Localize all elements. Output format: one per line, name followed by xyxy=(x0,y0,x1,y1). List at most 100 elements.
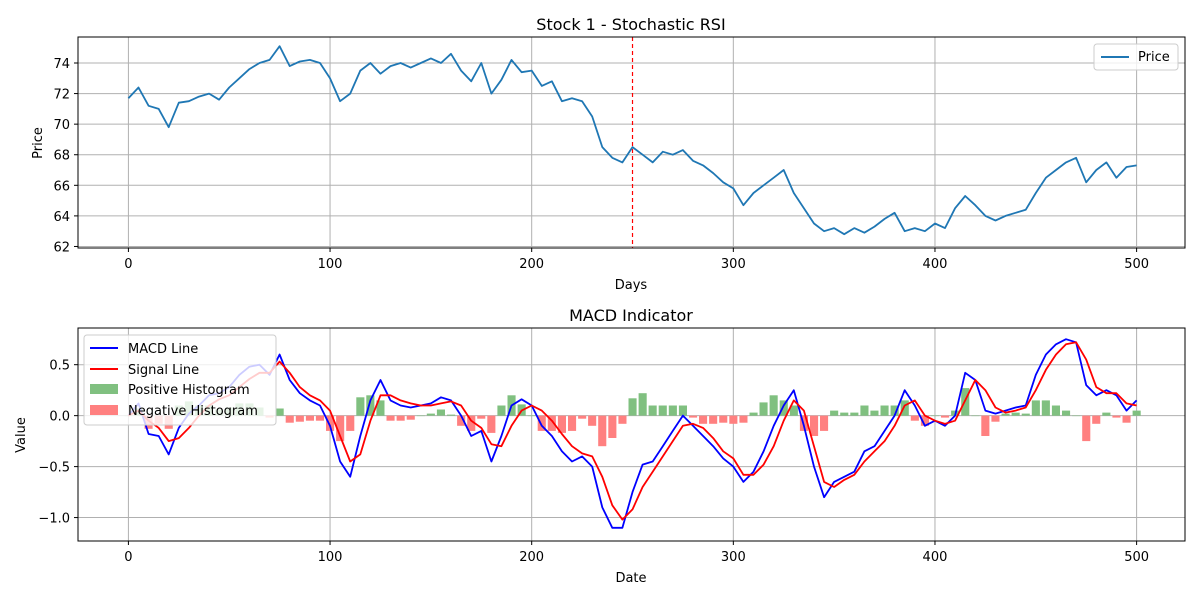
positive-histogram-bar xyxy=(658,405,667,416)
negative-histogram-bar xyxy=(336,415,345,442)
negative-histogram-bar xyxy=(285,415,294,423)
price-xtick-label: 300 xyxy=(721,257,746,272)
macd-x-label: Date xyxy=(615,571,646,586)
positive-histogram-bar xyxy=(1062,410,1071,416)
positive-histogram-bar xyxy=(840,412,849,416)
positive-histogram-bar xyxy=(1031,400,1040,416)
macd-y-label: Value xyxy=(14,417,29,453)
positive-histogram-bar xyxy=(850,412,859,416)
negative-histogram-bar xyxy=(941,415,950,418)
price-ytick-label: 70 xyxy=(53,118,70,133)
macd-xtick-label: 100 xyxy=(318,550,343,565)
negative-histogram-bar xyxy=(719,415,728,423)
positive-histogram-bar xyxy=(416,415,425,417)
positive-histogram-bar xyxy=(759,402,768,416)
price-legend: Price xyxy=(1093,43,1179,71)
macd-legend-box xyxy=(83,334,277,426)
macd-chart-title: MACD Indicator xyxy=(569,306,693,325)
negative-histogram-bar xyxy=(910,415,919,421)
positive-histogram-bar xyxy=(1041,400,1050,416)
positive-histogram-bar xyxy=(436,409,445,416)
negative-histogram-bar xyxy=(920,415,929,426)
negative-histogram-bar xyxy=(305,415,314,421)
positive-histogram-bar xyxy=(900,400,909,416)
positive-histogram-bar xyxy=(890,405,899,416)
positive-histogram-bar xyxy=(366,395,375,416)
positive-histogram-bar xyxy=(860,405,869,416)
positive-histogram-bar xyxy=(830,410,839,416)
negative-histogram-bar xyxy=(820,415,829,431)
price-ticks: 0 100 200 300 400 500 62 64 66 68 70 72 74 xyxy=(53,57,1149,272)
positive-histogram-bar xyxy=(275,408,284,416)
negative-histogram-bar xyxy=(457,415,466,426)
negative-histogram-bar xyxy=(315,415,324,421)
positive-histogram-bar xyxy=(971,415,980,417)
price-y-label: Price xyxy=(31,127,46,159)
negative-histogram-bar xyxy=(709,415,718,424)
positive-histogram-bar xyxy=(1051,405,1060,416)
negative-histogram-bar xyxy=(346,415,355,431)
macd-xtick-label: 500 xyxy=(1124,550,1149,565)
positive-histogram-bar xyxy=(1001,413,1010,416)
macd-line xyxy=(127,338,1138,529)
positive-histogram-bar xyxy=(1021,413,1030,416)
macd-legend-label-negative: Negative Histogram xyxy=(128,404,258,419)
price-xtick-label: 400 xyxy=(923,257,948,272)
macd-legend-swatch-negative xyxy=(90,405,118,415)
negative-histogram-bar xyxy=(618,415,627,424)
macd-axes-frame xyxy=(77,327,1186,542)
negative-histogram-bar xyxy=(547,415,556,431)
price-ytick-label: 64 xyxy=(53,210,70,225)
negative-histogram-bar xyxy=(1112,415,1121,418)
price-ytick-label: 62 xyxy=(53,240,70,255)
positive-histogram-bar xyxy=(447,414,456,416)
negative-histogram-bar xyxy=(467,415,476,431)
macd-axes: MACD Indicator 0 100 200 300 400 500−1.0−0.50… xyxy=(14,306,1186,586)
negative-histogram-bar xyxy=(689,415,698,418)
negative-histogram-bar xyxy=(598,415,607,447)
price-legend-box xyxy=(1093,43,1179,71)
positive-histogram-bar xyxy=(779,400,788,416)
positive-histogram-bar xyxy=(930,415,939,417)
macd-ytick-label: −0.5 xyxy=(38,461,70,476)
negative-histogram-bar xyxy=(729,415,738,424)
positive-histogram-bar xyxy=(527,415,536,417)
positive-histogram-bar xyxy=(880,405,889,416)
positive-histogram-bar xyxy=(870,410,879,416)
negative-histogram-bar xyxy=(981,415,990,436)
price-x-label: Days xyxy=(615,278,648,293)
price-xtick-label: 500 xyxy=(1124,257,1149,272)
negative-histogram-bar xyxy=(699,415,708,424)
positive-histogram-bar xyxy=(1132,410,1141,416)
positive-histogram-bar xyxy=(628,398,637,416)
negative-histogram-bar xyxy=(739,415,748,423)
positive-histogram-bar xyxy=(356,397,365,416)
macd-ytick-label: −1.0 xyxy=(38,512,70,527)
price-chart-title: Stock 1 - Stochastic RSI xyxy=(536,15,725,34)
macd-xtick-label: 200 xyxy=(519,550,544,565)
price-series-line xyxy=(127,45,1137,236)
macd-legend-label-macd: MACD Line xyxy=(128,342,198,357)
positive-histogram-bar xyxy=(497,405,506,416)
price-ytick-label: 74 xyxy=(53,57,70,72)
macd-legend-swatch-positive xyxy=(90,384,118,394)
positive-histogram-bar xyxy=(668,405,677,416)
negative-histogram-bar xyxy=(1092,415,1101,424)
positive-histogram-bar xyxy=(376,400,385,416)
macd-ticks: 0 100 200 300 400 500 −1.0 −0.5 0.0 0.5 xyxy=(38,359,1149,565)
price-ytick-label: 72 xyxy=(53,88,70,103)
negative-histogram-bar xyxy=(295,415,304,422)
macd-marks xyxy=(124,338,1141,529)
negative-histogram-bar xyxy=(477,415,486,419)
macd-legend: MACD Line Signal Line Positive Histogram… xyxy=(83,334,277,426)
price-grid xyxy=(78,37,1185,248)
price-xtick-label: 0 xyxy=(124,257,132,272)
macd-grid xyxy=(78,328,1185,541)
macd-xtick-label: 0 xyxy=(124,550,132,565)
positive-histogram-bar xyxy=(1102,412,1111,416)
negative-histogram-bar xyxy=(396,415,405,421)
negative-histogram-bar xyxy=(588,415,597,426)
positive-histogram-bar xyxy=(648,405,657,416)
macd-ytick-label: 0.5 xyxy=(49,359,70,374)
